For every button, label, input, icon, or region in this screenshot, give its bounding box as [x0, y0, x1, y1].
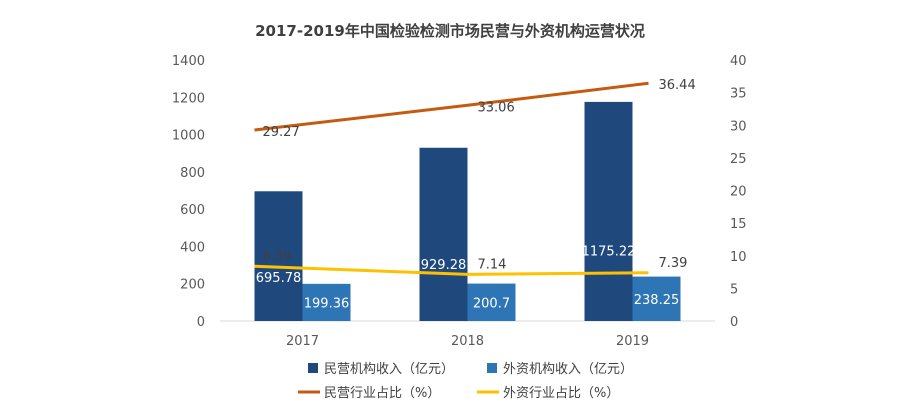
y-right-tick-label: 30 — [730, 119, 747, 134]
y-left-tick-label: 200 — [180, 278, 205, 293]
y-left-tick-label: 0 — [197, 315, 205, 330]
bar-value-label: 1175.22 — [582, 244, 636, 259]
bar-foreign — [467, 283, 516, 321]
y-right-tick-label: 25 — [730, 152, 747, 167]
x-tick-label: 2017 — [286, 334, 319, 349]
y-right-tick-label: 20 — [730, 185, 747, 200]
y-left-tick-label: 400 — [180, 240, 205, 255]
line-value-label: 29.27 — [263, 125, 300, 140]
y-right-tick-label: 35 — [730, 87, 747, 102]
line-value-label: 7.14 — [478, 257, 507, 272]
y-left-tick-label: 1400 — [172, 54, 205, 69]
axes: 0 200 400 600 800 1000 1200 1400 0 5 10 15 20 25 30 35 4… — [172, 54, 747, 349]
bar-value-label: 929.28 — [421, 258, 467, 273]
x-tick-label: 2018 — [451, 334, 484, 349]
lines — [254, 81, 649, 276]
legend-label: 外资行业占比（%） — [503, 386, 619, 401]
bar-value-label: 199.36 — [304, 296, 350, 311]
bar-value-label: 200.7 — [473, 296, 510, 311]
y-right-tick-label: 5 — [730, 282, 738, 297]
legend-swatch — [308, 363, 318, 373]
bar-private — [254, 191, 303, 321]
y-left-tick-label: 800 — [180, 166, 205, 181]
legend-label: 民营行业占比（%） — [324, 386, 440, 401]
legend-label: 外资机构收入（亿元） — [503, 362, 633, 377]
line-value-label: 7.39 — [659, 256, 688, 271]
line-value-label: 36.44 — [659, 78, 696, 93]
line-foreign-share — [254, 264, 649, 276]
y-left-tick-label: 1200 — [172, 91, 205, 106]
line-value-label: 8.39 — [263, 249, 292, 264]
y-right-tick-label: 40 — [730, 54, 747, 69]
line-value-label: 33.06 — [478, 100, 515, 115]
legend-swatch — [487, 363, 497, 373]
y-left-tick-label: 1000 — [172, 129, 205, 144]
x-tick-label: 2019 — [616, 334, 649, 349]
bar-foreign — [632, 276, 681, 321]
line-private-share — [254, 81, 649, 132]
y-right-tick-label: 15 — [730, 217, 747, 232]
legend-label: 民营机构收入（亿元） — [324, 362, 454, 377]
bar-value-label: 695.78 — [256, 271, 302, 286]
bar-private — [584, 101, 633, 321]
bars — [254, 101, 681, 321]
bar-private — [419, 147, 468, 321]
y-left-tick-label: 600 — [180, 203, 205, 218]
bar-foreign — [302, 283, 351, 321]
chart-title: 2017-2019年中国检验检测市场民营与外资机构运营状况 — [255, 22, 645, 40]
y-right-tick-label: 10 — [730, 250, 747, 265]
y-right-tick-label: 0 — [730, 315, 738, 330]
bar-value-label: 238.25 — [634, 293, 680, 308]
legend: 民营机构收入（亿元） 外资机构收入（亿元） 民营行业占比（%） 外资行业占比（%） — [298, 362, 633, 401]
data-labels: 695.78 929.28 1175.22 199.36 200.7 238.25 29.2… — [256, 78, 696, 311]
